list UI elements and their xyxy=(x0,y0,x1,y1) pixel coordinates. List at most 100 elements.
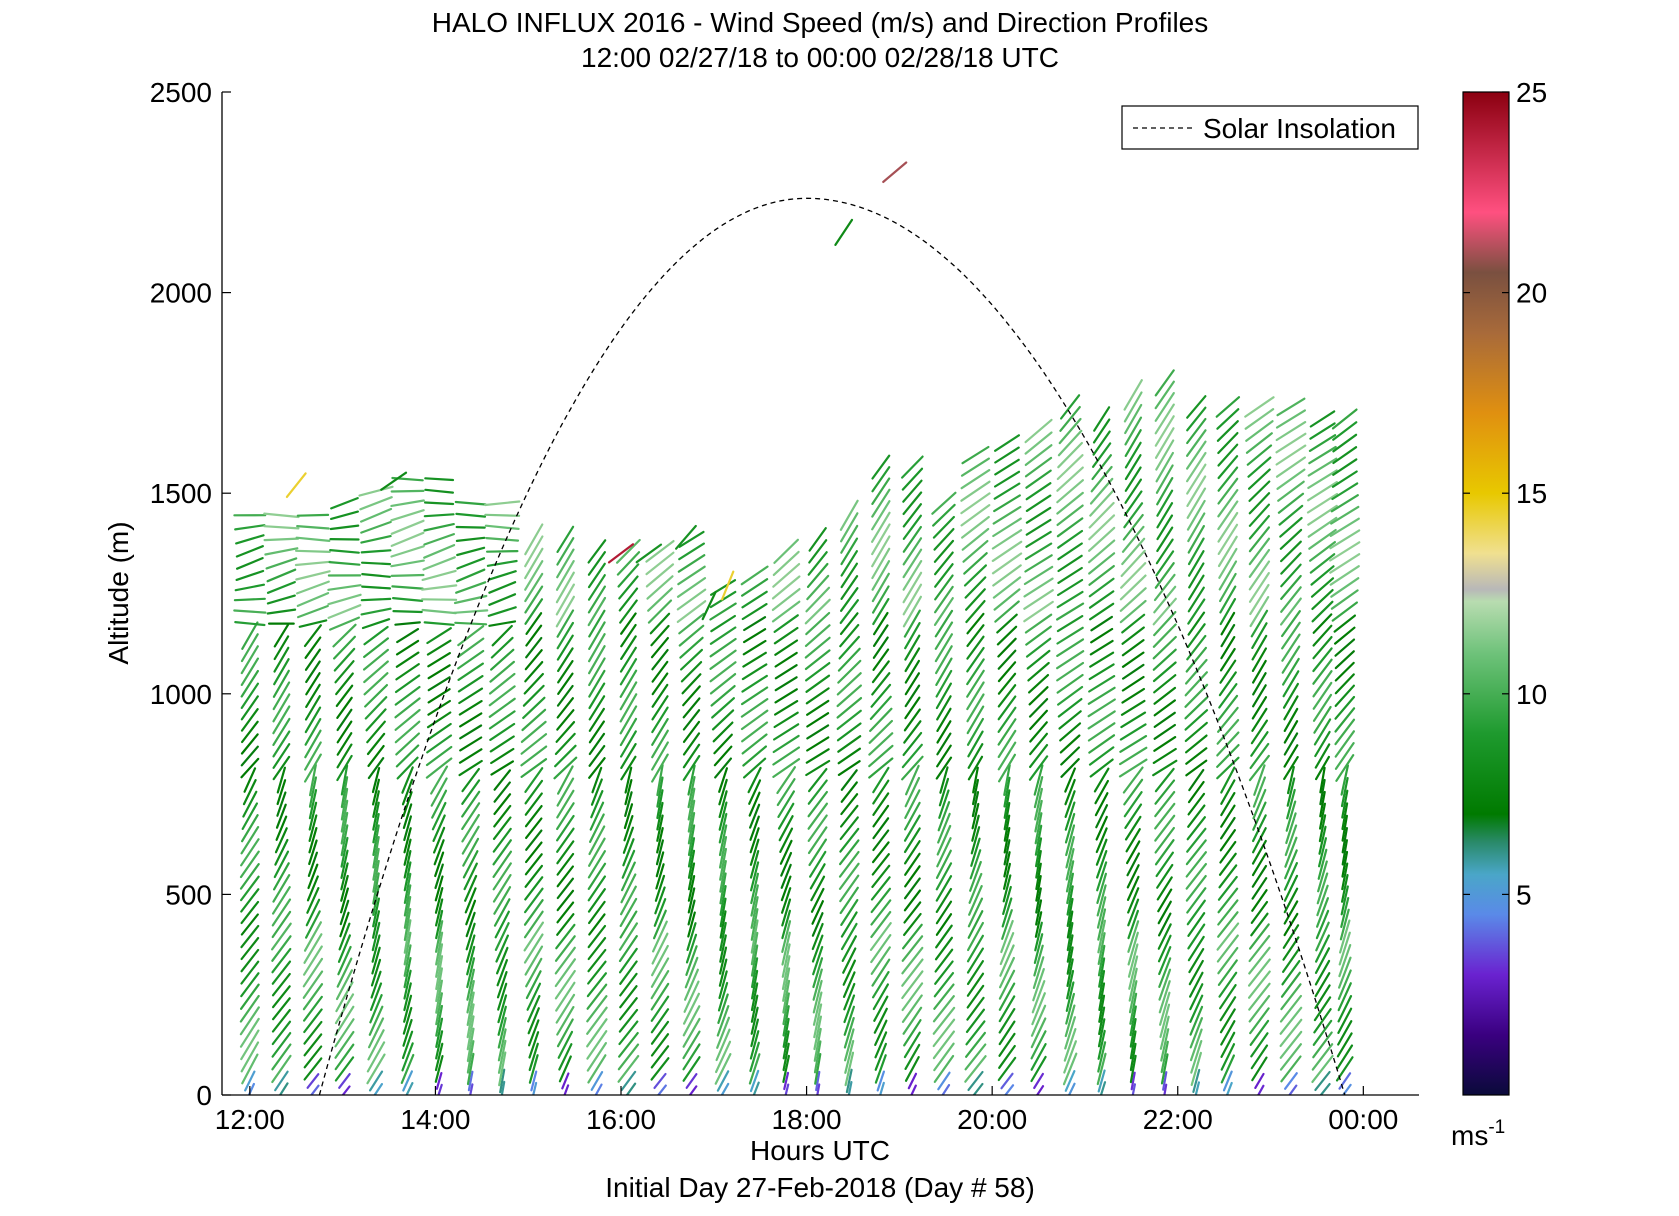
wind-barb xyxy=(682,992,701,1025)
wind-barb xyxy=(359,496,393,511)
wind-barb xyxy=(681,673,702,695)
wind-barb xyxy=(1309,422,1336,440)
wind-barb xyxy=(839,804,859,828)
wind-barb xyxy=(935,756,953,780)
wind-barb xyxy=(685,933,698,964)
wind-barb xyxy=(274,1070,289,1092)
wind-barb xyxy=(619,730,637,758)
wind-barb xyxy=(297,604,329,619)
wind-barb xyxy=(304,729,322,759)
wind-barb xyxy=(530,1070,538,1092)
wind-barb xyxy=(372,910,380,939)
wind-barb xyxy=(619,669,638,698)
wind-barb xyxy=(676,588,707,611)
wind-barb xyxy=(587,550,607,576)
wind-barb xyxy=(1097,932,1106,966)
wind-barb xyxy=(556,1005,575,1036)
wind-barb xyxy=(329,548,360,554)
wind-barb xyxy=(901,755,924,781)
x-tick-label: 12:00 xyxy=(215,1104,285,1135)
wind-barb xyxy=(1153,686,1177,705)
wind-barb xyxy=(1098,982,1106,1012)
wind-barb xyxy=(1312,613,1333,634)
wind-barb xyxy=(969,849,982,880)
wind-barb xyxy=(430,765,449,795)
wind-barb xyxy=(1002,885,1012,916)
wind-barb xyxy=(1217,523,1239,556)
wind-barb xyxy=(304,741,322,771)
wind-barb xyxy=(1219,585,1237,614)
wind-barb xyxy=(1251,852,1267,877)
wind-barb xyxy=(1251,889,1268,912)
wind-barb xyxy=(489,672,516,695)
wind-barb xyxy=(837,760,861,777)
wind-barb xyxy=(455,525,486,529)
wind-barb xyxy=(1248,503,1271,527)
wind-barb xyxy=(524,804,543,828)
wind-barb xyxy=(340,836,349,868)
wind-barb xyxy=(1121,626,1145,645)
wind-barb xyxy=(1154,839,1175,866)
wind-barb xyxy=(1123,790,1143,818)
wind-barb xyxy=(1248,934,1271,963)
wind-barb xyxy=(840,562,859,589)
wind-barb xyxy=(1088,552,1116,575)
wind-barb xyxy=(1340,873,1349,903)
wind-barb xyxy=(1337,982,1352,1012)
wind-barb xyxy=(741,674,768,693)
wind-barb xyxy=(489,735,515,753)
wind-barb xyxy=(649,612,671,635)
wind-barb xyxy=(651,648,669,671)
wind-barb xyxy=(363,637,389,659)
wind-barb xyxy=(806,724,830,740)
wind-barb xyxy=(1189,994,1204,1023)
wind-barb xyxy=(272,743,291,769)
wind-barb xyxy=(1330,589,1359,610)
wind-barb xyxy=(588,669,606,698)
wind-barb xyxy=(904,634,921,661)
wind-barb xyxy=(997,706,1017,734)
wind-barb xyxy=(651,920,668,953)
wind-barb xyxy=(556,634,574,661)
wind-barb xyxy=(241,814,259,843)
wind-barb xyxy=(968,872,983,904)
wind-barb xyxy=(274,838,289,866)
wind-barb xyxy=(1340,885,1349,916)
wind-barb xyxy=(240,645,259,675)
wind-barb xyxy=(553,756,578,780)
wind-barb xyxy=(780,875,792,902)
wind-barb xyxy=(871,488,891,518)
wind-barb xyxy=(1218,971,1238,998)
wind-barb xyxy=(904,1043,921,1071)
wind-barb xyxy=(556,913,575,936)
wind-barb xyxy=(1275,456,1307,478)
wind-barb xyxy=(902,503,923,528)
wind-barb xyxy=(521,708,547,732)
wind-barb xyxy=(966,612,985,635)
wind-barb xyxy=(970,826,981,855)
wind-barb xyxy=(240,936,260,961)
wind-barb xyxy=(622,826,635,854)
wind-barb xyxy=(871,572,890,603)
wind-barb xyxy=(1217,535,1238,568)
wind-barb xyxy=(780,887,792,914)
wind-barb xyxy=(590,778,603,806)
wind-barb xyxy=(655,851,665,878)
x-tick-label: 14:00 xyxy=(400,1104,470,1135)
wind-barb xyxy=(1250,1032,1269,1058)
wind-barb xyxy=(650,1033,670,1057)
wind-barb xyxy=(524,560,544,591)
wind-barb xyxy=(843,1005,856,1036)
wind-barb xyxy=(1246,444,1273,466)
wind-barb xyxy=(271,922,292,951)
wind-barb xyxy=(272,886,291,915)
wind-barb xyxy=(1257,1084,1265,1095)
wind-barb xyxy=(484,524,520,531)
wind-barb xyxy=(525,612,543,636)
wind-barb xyxy=(1156,526,1174,553)
wind-barb xyxy=(1340,776,1349,808)
wind-barb xyxy=(935,862,953,891)
wind-barb xyxy=(363,660,389,684)
wind-barb xyxy=(994,458,1020,476)
wind-barb xyxy=(871,500,891,531)
